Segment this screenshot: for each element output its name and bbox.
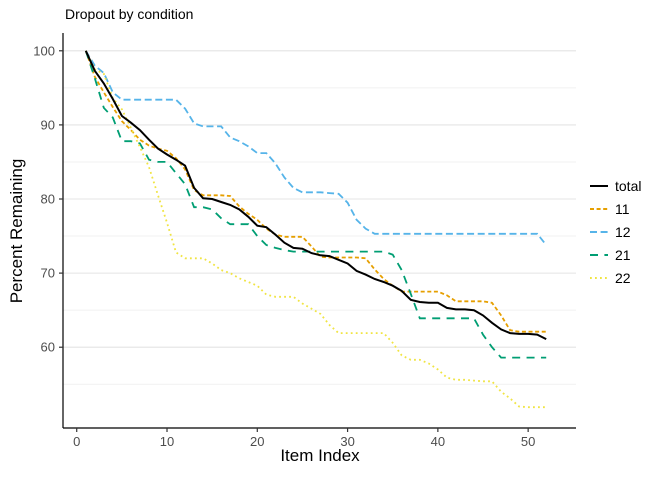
series-line-22 (84, 50, 547, 409)
legend-item-11: 11 (590, 197, 641, 220)
series-line-21 (84, 50, 547, 359)
legend-item-label: 21 (615, 246, 631, 263)
y-tick-label: 80 (41, 192, 55, 207)
legend-item-label: 11 (615, 200, 630, 217)
x-tick-label: 40 (431, 434, 445, 449)
legend-key-line-total (590, 184, 608, 188)
y-tick-label: 100 (33, 43, 55, 58)
y-axis-title: Percent Remaining (7, 158, 26, 304)
legend-item-12: 12 (590, 220, 641, 243)
legend-item-21: 21 (590, 243, 641, 266)
legend-key-line-22 (590, 276, 608, 280)
x-axis-title: Item Index (280, 446, 360, 465)
x-tick-label: 50 (521, 434, 535, 449)
legend-item-label: 22 (615, 269, 631, 286)
x-tick-label: 0 (73, 434, 80, 449)
series-line-12 (85, 50, 547, 246)
x-tick-label: 20 (250, 434, 264, 449)
legend-item-label: total (615, 177, 642, 194)
chart-title: Dropout by condition (65, 6, 194, 22)
legend-key-line-11 (590, 207, 608, 211)
x-tick-label: 10 (160, 434, 174, 449)
y-tick-label: 70 (41, 266, 55, 281)
y-tick-label: 60 (41, 340, 55, 355)
legend-item-22: 22 (590, 266, 641, 289)
y-tick-label: 90 (41, 117, 55, 132)
legend: total 11 12 21 22 (590, 174, 641, 289)
legend-item-total: total (590, 174, 641, 197)
legend-key-line-12 (590, 230, 608, 234)
legend-item-label: 12 (615, 223, 631, 240)
series-line-total (84, 50, 547, 340)
x-tick-label: 30 (340, 434, 354, 449)
legend-key-line-21 (590, 253, 608, 257)
series-line-11 (84, 50, 547, 333)
